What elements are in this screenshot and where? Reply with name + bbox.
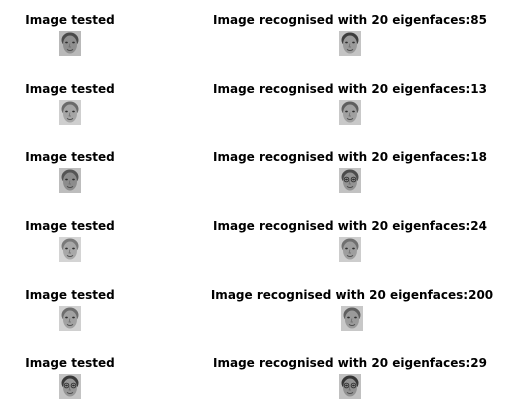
tested-face-image (59, 374, 81, 399)
recognised-title: Image recognised with 20 eigenfaces:29 (213, 356, 487, 370)
recognised-face-image (339, 237, 361, 262)
tested-title: Image tested (25, 13, 115, 27)
recognised-face-image (341, 306, 363, 331)
tested-title: Image tested (25, 356, 115, 370)
tested-face-image (59, 237, 81, 262)
tested-title: Image tested (25, 150, 115, 164)
recognised-title: Image recognised with 20 eigenfaces:200 (210, 288, 494, 302)
tested-face-image (59, 100, 81, 125)
tested-face-image (59, 168, 81, 193)
recognised-face-image (339, 374, 361, 399)
tested-title: Image tested (25, 288, 115, 302)
recognised-face-image (339, 168, 361, 193)
recognised-face-image (339, 31, 361, 56)
recognised-title: Image recognised with 20 eigenfaces:85 (213, 13, 487, 27)
tested-title: Image tested (25, 219, 115, 233)
tested-face-image (59, 31, 81, 56)
tested-title: Image tested (25, 82, 115, 96)
recognised-face-image (339, 100, 361, 125)
recognised-title: Image recognised with 20 eigenfaces:13 (213, 82, 487, 96)
recognised-title: Image recognised with 20 eigenfaces:24 (213, 219, 487, 233)
recognised-title: Image recognised with 20 eigenfaces:18 (213, 150, 487, 164)
tested-face-image (59, 306, 81, 331)
